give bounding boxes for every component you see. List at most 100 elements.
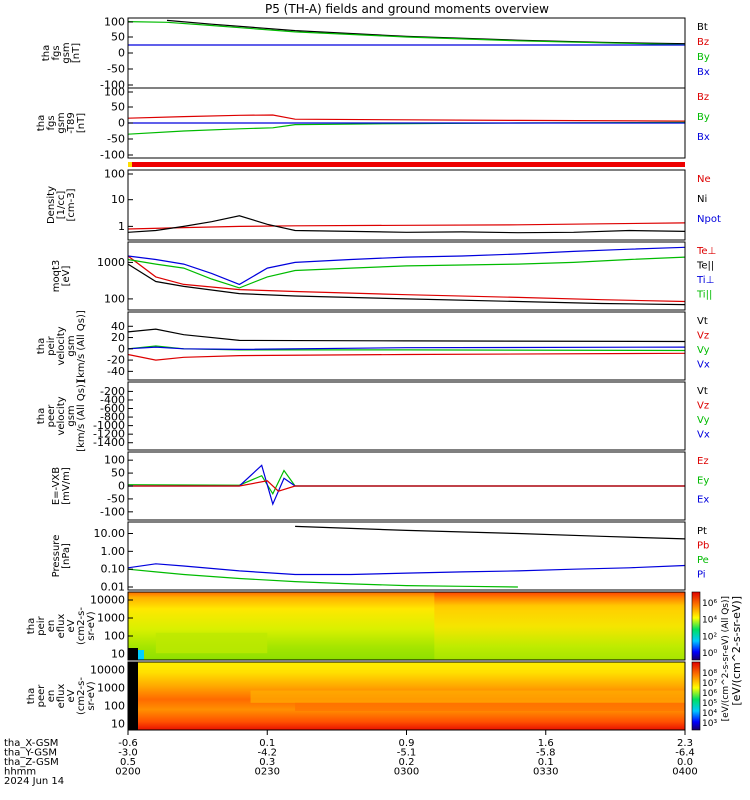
colorbar-tick: 10⁶ bbox=[702, 689, 717, 699]
ytick-label: 50 bbox=[111, 101, 125, 114]
ylabel-line: [cm-3] bbox=[66, 188, 77, 221]
panel-frame bbox=[127, 241, 686, 311]
panel-bg bbox=[128, 170, 685, 240]
heatmap-band-2 bbox=[295, 702, 685, 711]
panel-frame bbox=[127, 381, 686, 451]
ylabel-line: Pressure bbox=[51, 535, 62, 578]
colorbar-label-inner: [eV/(cm^2-s-sr-eV) (All Qs)] bbox=[721, 596, 731, 721]
panel-bg bbox=[128, 522, 685, 590]
xtick-label: 2.3 bbox=[677, 738, 693, 749]
series-Ti⊥ bbox=[127, 246, 686, 286]
series-Te⊥ bbox=[127, 255, 686, 303]
colorbar-tick: 10⁸ bbox=[702, 669, 717, 679]
series-Bz bbox=[127, 114, 686, 122]
xtick-label: 0.3 bbox=[259, 757, 275, 768]
ylabel-line: [km/s (All Qs)] bbox=[76, 380, 87, 452]
ylabel-line: Density bbox=[46, 186, 57, 224]
ylabel-line: [1/cc] bbox=[56, 191, 67, 220]
ytick-label: -50 bbox=[107, 492, 125, 505]
ytick-label: 100 bbox=[104, 630, 125, 643]
ytick-label: 1000 bbox=[97, 682, 125, 695]
xtick-label: 0300 bbox=[394, 767, 419, 778]
xtick-label: 0400 bbox=[672, 767, 697, 778]
ytick-label: -50 bbox=[107, 133, 125, 146]
colorbar-peer bbox=[691, 661, 701, 731]
ytick-label: 10.00 bbox=[94, 527, 126, 540]
legend-Ey: Ey bbox=[697, 475, 709, 486]
series-Vz bbox=[127, 352, 686, 361]
series-Ne bbox=[127, 222, 686, 230]
xtick-label: 0.9 bbox=[399, 738, 415, 749]
legend-Vt: Vt bbox=[697, 386, 708, 397]
ylabel-line: fgs bbox=[46, 115, 57, 130]
legend-Te||: Te|| bbox=[696, 261, 714, 272]
panel-temperature: 1000 100 moqt3 [eV] Te⊥ Te|| Ti⊥ Ti|| bbox=[51, 241, 716, 311]
ylabel-line: sr-eV) bbox=[86, 611, 97, 640]
ytick-label: -40 bbox=[107, 365, 125, 378]
ylabel-line: E=-VXB bbox=[51, 467, 62, 505]
xtick-label: 0.1 bbox=[538, 757, 554, 768]
heatmap-low bbox=[138, 650, 144, 660]
colorbar-tick: 10⁴ bbox=[702, 616, 717, 626]
status-bar bbox=[128, 162, 685, 167]
xaxis-row-label: tha_Z-GSM bbox=[4, 757, 59, 768]
ytick-label: 0.01 bbox=[101, 581, 126, 594]
legend-Vx: Vx bbox=[697, 430, 710, 441]
ytick-label: -800 bbox=[100, 411, 125, 424]
series-Pt bbox=[295, 525, 686, 540]
panel-pressure: 10.00 1.00 0.10 0.01 Pressure [nPa] Pt Pb Pe Pi bbox=[51, 521, 709, 594]
legend-Ni: Ni bbox=[697, 194, 707, 205]
ytick-label: -50 bbox=[107, 63, 125, 76]
ylabel-line: moqt3 bbox=[51, 260, 62, 293]
ylabel-line: [nPa] bbox=[61, 543, 72, 569]
ylabel-line: velocity bbox=[56, 396, 67, 435]
xtick-label: 0.5 bbox=[120, 757, 136, 768]
legend-Pe: Pe bbox=[697, 555, 709, 566]
ytick-label: 1000 bbox=[97, 612, 125, 625]
legend-Pb: Pb bbox=[697, 541, 709, 552]
ytick-label: 100 bbox=[104, 86, 125, 99]
xtick-label: -3.0 bbox=[118, 748, 138, 759]
ytick-label: 50 bbox=[111, 31, 125, 44]
ylabel-line: gsm bbox=[66, 405, 77, 426]
legend-Vy: Vy bbox=[697, 415, 710, 426]
panel-bg bbox=[128, 18, 685, 88]
colorbar-tick: 10⁰ bbox=[702, 649, 717, 659]
chart-title: P5 (TH-A) fields and ground moments over… bbox=[265, 2, 549, 16]
panel-fgs_gsm_model: 100 50 0 -50 -100 tha fgs gsm -T89 [nT] Bz By Bx bbox=[36, 86, 710, 162]
ylabel-line: peir bbox=[36, 615, 47, 635]
ytick-label: 100 bbox=[104, 454, 125, 467]
panel-frame bbox=[127, 521, 686, 591]
xtick-label: 1.6 bbox=[538, 738, 554, 749]
panel-peer_spectrogram: 10000 1000 100 10 tha peer en eflux eV (cm2-s-sr-… bbox=[26, 661, 717, 731]
colorbar-tick: 10⁷ bbox=[702, 679, 717, 689]
panel-frame bbox=[127, 591, 686, 661]
ytick-label: -20 bbox=[107, 354, 125, 367]
ylabel-line: -T89 bbox=[66, 112, 77, 134]
ylabel-line: [eV] bbox=[61, 266, 72, 287]
xtick-label: 0.0 bbox=[677, 757, 693, 768]
xaxis-row-label: tha_Y-GSM bbox=[4, 748, 57, 759]
ytick-label: 1 bbox=[118, 220, 125, 233]
ytick-label: 100 bbox=[104, 292, 125, 305]
ylabel-line: [nT] bbox=[76, 113, 87, 133]
legend-Pi: Pi bbox=[697, 570, 706, 581]
xtick-label: 0330 bbox=[533, 767, 558, 778]
xtick-label: -6.4 bbox=[675, 748, 695, 759]
xtick-label: -5.8 bbox=[536, 748, 556, 759]
heatmap-patch bbox=[155, 632, 268, 654]
panel-frame bbox=[127, 311, 686, 381]
ylabel-line: gsm bbox=[61, 42, 72, 63]
ytick-label: -1400 bbox=[93, 436, 125, 449]
series-Pe bbox=[127, 568, 518, 588]
colorbar-label: [eV/(cm^2-s-sr-eV)] bbox=[730, 596, 743, 706]
ylabel-line: [nT] bbox=[71, 43, 82, 63]
ytick-label: 100 bbox=[104, 16, 125, 29]
ytick-label: 0 bbox=[118, 480, 125, 493]
ylabel-line: en bbox=[46, 620, 57, 633]
xtick-label: -5.1 bbox=[397, 748, 417, 759]
xtick-label: -4.2 bbox=[257, 748, 277, 759]
xaxis-row-label: hhmm bbox=[4, 767, 36, 778]
legend-Ez: Ez bbox=[697, 456, 709, 467]
